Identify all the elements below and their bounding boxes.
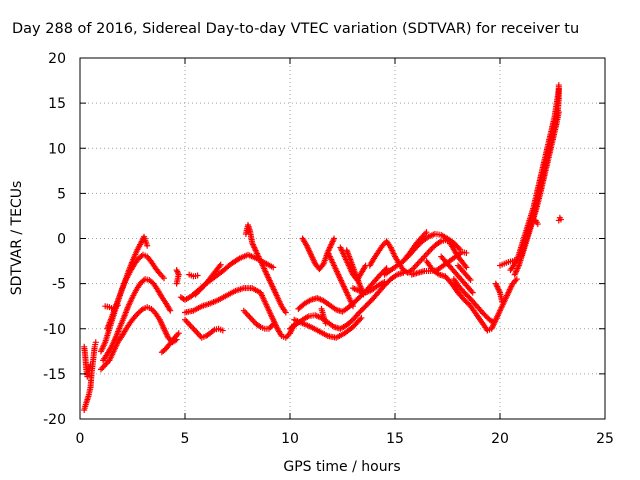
y-tick-label: 0 [57,232,66,248]
data-point [463,249,470,256]
data-point [144,242,151,249]
data-point [173,280,180,287]
data-series [102,302,121,312]
data-point [322,320,329,327]
data-point [217,261,224,268]
data-point-fill [357,316,364,323]
data-point [381,278,388,285]
data-point [270,264,277,271]
marks-layer [81,82,564,413]
data-series [242,221,289,316]
data-point [282,309,289,316]
data-series [318,305,329,327]
data-point [534,221,541,228]
data-series [492,280,506,305]
data-point [499,298,506,305]
data-series [555,214,564,224]
data-point-fill [462,263,469,270]
data-point [331,235,338,242]
data-point [175,330,182,337]
data-series [507,86,562,274]
x-tick-label: 15 [386,431,404,447]
y-tick-label: 5 [57,186,66,202]
data-point [557,216,564,223]
data-point [358,314,365,321]
y-tick-label: -10 [43,322,66,338]
y-axis-label: SDTVAR / TECUs [9,181,25,296]
data-point [467,277,474,284]
data-point [270,321,277,328]
data-series [450,276,497,326]
data-point [469,289,476,296]
data-series [100,276,174,364]
data-point [490,319,497,326]
data-point [383,265,390,272]
data-point-fill [455,245,462,252]
data-point [555,82,562,89]
data-point [84,373,91,380]
data-point [513,276,520,283]
x-tick-label: 20 [491,431,509,447]
data-series [182,316,226,341]
y-tick-label: 10 [48,141,66,157]
tick-layer: 0 5 10 15 20 25 -20 -15 -10 -5 0 5 10 15 20 [43,51,614,447]
data-point [219,327,226,334]
y-tick-label: -15 [43,367,66,383]
data-series [291,314,365,341]
data-point [92,339,99,346]
data-point-fill [216,263,223,270]
data-point [114,302,121,309]
data-point [194,272,201,279]
data-series [438,253,476,296]
data-series [81,339,99,413]
data-point [87,361,94,368]
y-tick-label: 15 [48,96,66,112]
data-series [518,82,562,260]
y-tick-label: -20 [43,412,66,428]
data-series [455,262,474,284]
data-series [158,330,182,356]
data-series [81,343,94,380]
y-tick-label: -5 [52,277,66,293]
data-series [324,249,356,310]
data-series [192,261,224,298]
x-tick-label: 10 [281,431,299,447]
x-tick-label: 0 [76,431,85,447]
data-series [497,256,520,269]
data-point [423,229,430,236]
data-point-fill [319,262,326,269]
data-point [350,303,356,310]
data-point [161,275,167,282]
data-series [532,217,541,228]
data-series [295,265,390,315]
chart-title: Day 288 of 2016, Sidereal Day-to-day VTE… [12,21,579,37]
data-series [186,271,201,280]
x-tick-label: 5 [181,431,190,447]
grid-layer [80,58,605,419]
data-point [463,264,470,271]
data-series [104,233,151,332]
x-axis-label: GPS time / hours [283,459,400,475]
data-series [350,278,388,296]
y-tick-label: 20 [48,51,66,67]
data-series [400,229,430,265]
data-series [173,267,182,287]
x-tick-label: 25 [596,431,614,447]
data-series [423,258,520,334]
data-series [98,304,180,373]
data-point [167,307,174,314]
data-series [240,307,277,332]
